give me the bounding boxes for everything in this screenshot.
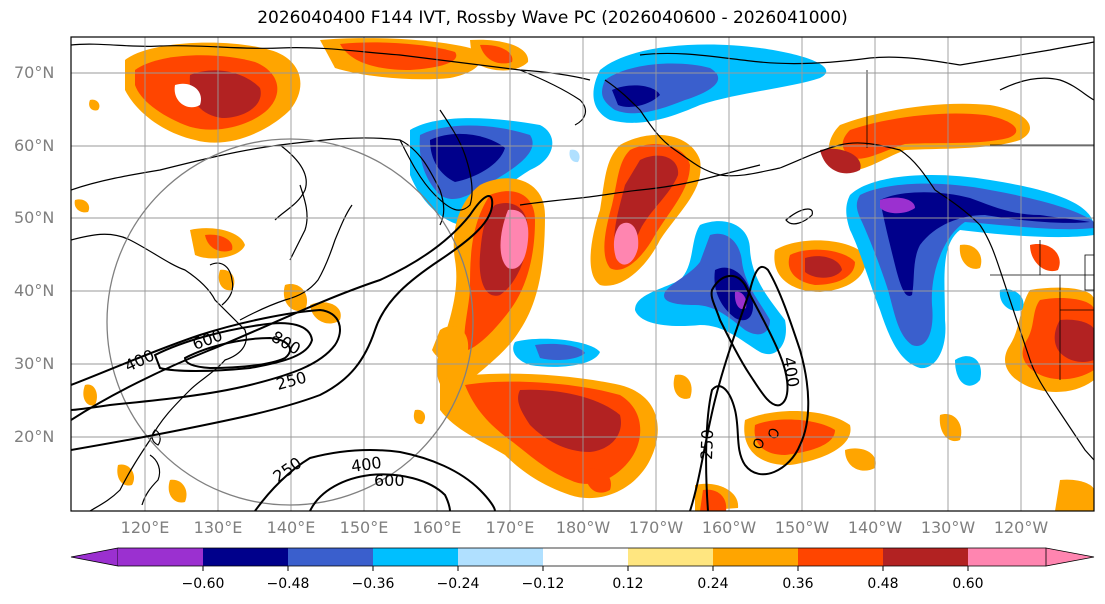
gridlines bbox=[71, 37, 1094, 511]
contour-400-east bbox=[710, 275, 789, 407]
colorbar-bin-8 bbox=[713, 548, 798, 566]
coast-us-west bbox=[1029, 359, 1094, 461]
lat-label-60n: 60°N bbox=[14, 136, 55, 155]
map-frame bbox=[70, 36, 1095, 512]
island-gulf bbox=[785, 208, 813, 225]
lon-label-160e: 160°E bbox=[412, 518, 462, 537]
colorbar-bin-10 bbox=[883, 548, 968, 566]
coast-canada-north bbox=[959, 41, 1094, 66]
lat-label-20n: 20°N bbox=[14, 427, 55, 446]
contour-label-400-b: 400 bbox=[350, 453, 383, 476]
colorbar-label-pos060: 0.60 bbox=[952, 576, 984, 592]
lon-label-160w: 160°W bbox=[701, 518, 757, 537]
coast-bc bbox=[934, 189, 1031, 361]
coast-japan bbox=[239, 204, 353, 321]
colorbar-bin-5 bbox=[458, 548, 543, 566]
lat-label-50n: 50°N bbox=[14, 208, 55, 227]
contour-400-south bbox=[309, 473, 451, 511]
colorbar-bin-9 bbox=[798, 548, 883, 566]
colorbar bbox=[70, 547, 1095, 571]
rossby-wave-region-circle bbox=[106, 138, 474, 506]
anomaly-small-patches bbox=[74, 99, 580, 503]
contour-label-250-c: 250 bbox=[697, 429, 717, 460]
border-state-5 bbox=[1084, 254, 1094, 291]
coast-siberia bbox=[71, 137, 445, 226]
coast-hudson bbox=[999, 77, 1094, 101]
anomaly-blob-alaska-orange bbox=[820, 103, 1030, 174]
coast-east-asia bbox=[71, 233, 247, 511]
lon-label-140e: 140°E bbox=[266, 518, 316, 537]
colorbar-min-extension bbox=[70, 547, 119, 567]
lon-label-170e: 170°E bbox=[485, 518, 535, 537]
lat-label-40n: 40°N bbox=[14, 281, 55, 300]
colorbar-label-pos024: 0.24 bbox=[697, 576, 729, 592]
lon-label-140w: 140°W bbox=[847, 518, 903, 537]
contour-label-600-b: 600 bbox=[374, 471, 405, 490]
lon-label-130w: 130°W bbox=[920, 518, 976, 537]
island-hawaii bbox=[753, 438, 764, 449]
anomaly-blob-central-pacific bbox=[432, 178, 545, 393]
anomaly-blob-small-blue bbox=[513, 338, 600, 367]
lat-label-30n: 30°N bbox=[14, 354, 55, 373]
colorbar-label-neg012: −0.12 bbox=[521, 576, 565, 592]
lon-label-130e: 130°E bbox=[193, 518, 243, 537]
lon-label-150e: 150°E bbox=[339, 518, 389, 537]
anomaly-blob-aleutian bbox=[590, 134, 701, 286]
colorbar-bin-11 bbox=[968, 548, 1046, 566]
contour-250-west bbox=[71, 195, 494, 451]
colorbar-label-neg024: −0.24 bbox=[436, 576, 480, 592]
anomaly-blob-siberia bbox=[125, 38, 529, 324]
colorbar-label-neg048: −0.48 bbox=[266, 576, 310, 592]
anomaly-blob-west-coast bbox=[939, 244, 1094, 511]
colorbar-label-neg036: −0.36 bbox=[351, 576, 395, 592]
ivt-contours bbox=[71, 195, 810, 511]
coast-alaska-west bbox=[604, 79, 781, 177]
colorbar-label-pos036: 0.36 bbox=[782, 576, 814, 592]
map-title: 2026040400 F144 IVT, Rossby Wave PC (202… bbox=[257, 8, 848, 28]
colorbar-bin-4 bbox=[373, 548, 458, 566]
colorbar-ticks bbox=[202, 566, 969, 571]
lon-label-170w: 170°W bbox=[628, 518, 684, 537]
coast-sakhalin bbox=[289, 184, 308, 261]
coast-okhotsk bbox=[274, 144, 307, 221]
colorbar-label-pos048: 0.48 bbox=[867, 576, 899, 592]
anomaly-blob-subtropical bbox=[440, 373, 739, 511]
colorbar-bin-1 bbox=[118, 548, 203, 566]
colorbar-label-neg060: −0.60 bbox=[181, 576, 225, 592]
lat-label-70n: 70°N bbox=[14, 63, 55, 82]
colorbar-bin-3 bbox=[288, 548, 373, 566]
ivt-anomaly-shading bbox=[74, 38, 1094, 511]
coast-alaska-south bbox=[779, 142, 936, 191]
contour-250-south bbox=[254, 449, 496, 511]
contour-250-east bbox=[689, 265, 810, 511]
map-plot-area: 400 600 800 250 250 400 600 400 250 bbox=[71, 37, 1094, 511]
colorbar-bin-6 bbox=[543, 548, 628, 566]
colorbar-max-extension bbox=[1045, 547, 1095, 567]
coast-alaska-north bbox=[639, 52, 961, 66]
contour-600-west bbox=[153, 322, 314, 372]
contour-800-west bbox=[183, 336, 291, 370]
lon-label-180w: 180°W bbox=[555, 518, 611, 537]
anomaly-blob-155w bbox=[774, 240, 866, 292]
political-boundaries bbox=[866, 70, 1094, 380]
lon-label-150w: 150°W bbox=[774, 518, 830, 537]
coast-korea bbox=[209, 262, 234, 306]
coast-kamchatka bbox=[399, 109, 473, 211]
colorbar-label-pos012: 0.12 bbox=[612, 576, 644, 592]
colorbar-bin-7 bbox=[628, 548, 713, 566]
lon-label-120e: 120°E bbox=[120, 518, 170, 537]
colorbar-bin-2 bbox=[203, 548, 288, 566]
contour-400-west bbox=[71, 308, 341, 411]
colorbar-outline bbox=[118, 547, 1046, 567]
coast-aleutians bbox=[519, 164, 761, 206]
coast-chukotka bbox=[519, 69, 587, 126]
lon-label-120w: 120°W bbox=[993, 518, 1049, 537]
